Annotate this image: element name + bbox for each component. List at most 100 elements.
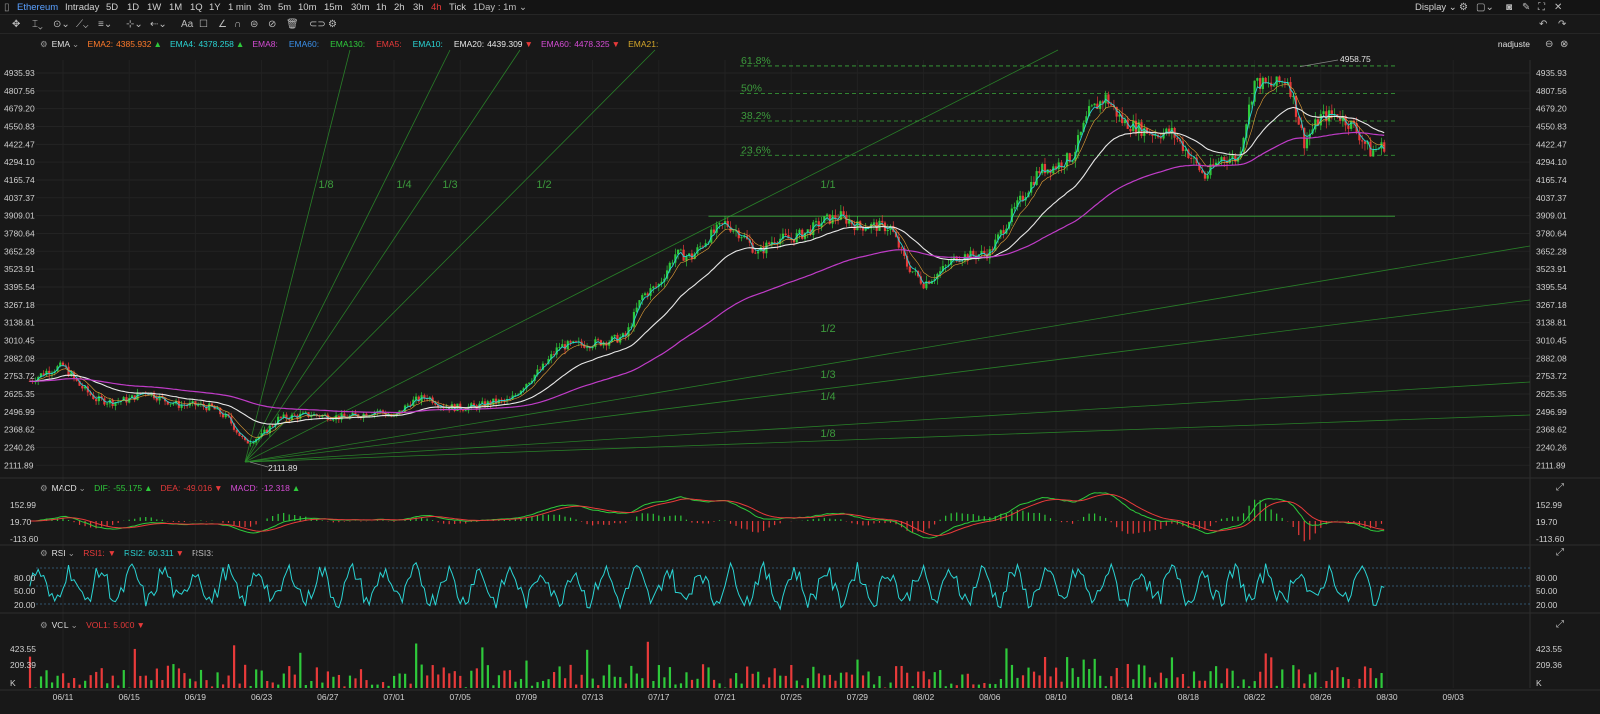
legend-indicator-name[interactable]: VOL (51, 620, 69, 630)
candle-body (563, 344, 567, 350)
toolbar-settings-icon[interactable]: ⚙ (328, 19, 337, 30)
period-16[interactable]: 4h (431, 2, 442, 13)
period-8[interactable]: 3m (258, 2, 272, 13)
volume-bar (420, 664, 423, 688)
chevron-down-icon[interactable]: ⌄ (78, 483, 86, 493)
period-9[interactable]: 5m (278, 2, 292, 13)
period-15[interactable]: 3h (413, 2, 424, 13)
candle-body (1305, 138, 1309, 149)
settings-gear-icon[interactable]: ⚙ (1459, 2, 1468, 13)
close-icon[interactable]: ✕ (1554, 2, 1563, 13)
candle-body (1140, 122, 1143, 136)
legend-indicator-name[interactable]: MACD (51, 483, 77, 493)
candle-body (1297, 116, 1300, 125)
rsi-axis-label-right: 80.00 (1536, 573, 1558, 583)
cursor-tool-icon[interactable]: ⌶⌄ (32, 19, 43, 30)
high-price-pointer (1299, 59, 1339, 67)
period-11[interactable]: 15m (324, 2, 343, 13)
date-axis-label: 06/11 (53, 692, 74, 702)
fib-tool-icon[interactable]: ≡⌄ (98, 19, 113, 30)
interval-select[interactable]: 1Day : 1m ⌄ (473, 0, 527, 15)
period-1[interactable]: 5D (106, 2, 119, 13)
candle-body (1035, 171, 1038, 185)
gann-label: 1/3 (820, 369, 835, 381)
pattern-tool-icon[interactable]: ⊙⌄ (53, 19, 70, 30)
candle-body (958, 261, 961, 263)
camera-icon[interactable]: ◙ (1506, 2, 1513, 13)
period-2[interactable]: 1D (127, 2, 140, 13)
candle-body (1085, 116, 1088, 123)
layout-icon[interactable]: ▢⌄ (1476, 2, 1494, 13)
candle-body (205, 406, 208, 411)
text-tool-icon[interactable]: Aa (181, 19, 194, 30)
undo-icon[interactable]: ↶ (1539, 19, 1548, 30)
ruler-icon[interactable]: ∠ (218, 19, 227, 30)
sidebar-toggle-icon[interactable]: ▯ (4, 2, 10, 13)
volume-bar (586, 649, 589, 688)
visibility-icon[interactable]: ⊘ (268, 19, 277, 30)
price-axis-label-left: 2882.08 (4, 353, 35, 363)
period-4[interactable]: 1M (169, 2, 183, 13)
price-axis-label-left: 4037.37 (4, 193, 35, 203)
volume-bar (45, 670, 48, 688)
expand-pane-icon[interactable]: ⤢ (1556, 482, 1564, 493)
chevron-down-icon[interactable]: ⌄ (67, 548, 75, 558)
close-pane-icon[interactable]: ⊗ (1560, 39, 1569, 50)
lock-icon[interactable]: ⊜ (250, 19, 259, 30)
period-14[interactable]: 2h (394, 2, 405, 13)
period-3[interactable]: 1W (147, 2, 162, 13)
period-6[interactable]: 1Y (209, 2, 221, 13)
period-12[interactable]: 30m (351, 2, 370, 13)
gear-icon[interactable]: ⚙ (40, 39, 48, 49)
candle-body (635, 307, 638, 312)
volume-bar (50, 682, 54, 688)
candle-body (682, 249, 685, 261)
gear-icon[interactable]: ⚙ (40, 483, 48, 493)
date-axis-label: 07/25 (781, 692, 803, 702)
link-icon[interactable]: ⊂⊃ (309, 19, 326, 30)
trash-icon[interactable]: 🗑 (286, 19, 299, 30)
display-button[interactable]: Display ⌄ (1415, 0, 1457, 15)
symbol-name[interactable]: Ethereum (17, 2, 59, 13)
period-13[interactable]: 1h (376, 2, 387, 13)
arrow-down-icon: ▼ (136, 620, 145, 630)
macd-axis-label-right: -113.60 (1536, 534, 1564, 544)
line-tool-icon[interactable]: ⟋⌄ (76, 19, 89, 30)
minimize-pane-icon[interactable]: ⊖ (1545, 39, 1554, 50)
legend-indicator-name[interactable]: EMA (51, 39, 71, 49)
period-5[interactable]: 1Q (190, 2, 203, 13)
volume-bar (227, 675, 230, 688)
candle-body (1167, 128, 1171, 134)
chevron-down-icon[interactable]: ⌄ (70, 620, 78, 630)
comment-icon[interactable]: ☐ (199, 19, 208, 30)
macd-axis-label-right: 152.99 (1536, 500, 1562, 510)
period-0[interactable]: Intraday (65, 2, 100, 13)
price-axis-label-left: 4294.10 (4, 157, 35, 167)
edit-pencil-icon[interactable]: ✎ (1522, 2, 1531, 13)
expand-pane-icon[interactable]: ⤢ (1556, 619, 1564, 630)
arrow-tool-icon[interactable]: ⇠⌄ (150, 19, 167, 30)
legend-indicator-name[interactable]: RSI (51, 548, 66, 558)
volume-bar (1231, 670, 1234, 688)
magnet-icon[interactable]: ∩ (234, 19, 242, 30)
period-17[interactable]: Tick (449, 2, 467, 13)
period-7[interactable]: 1 min (228, 2, 252, 13)
crosshair-move-icon[interactable]: ✥ (12, 19, 21, 30)
volume-bar (1016, 677, 1019, 688)
candle-body (329, 419, 332, 421)
expand-pane-icon[interactable]: ⤢ (1556, 547, 1564, 558)
measure-tool-icon[interactable]: ⊹⌄ (126, 19, 143, 30)
fullscreen-icon[interactable]: ⛶ (1538, 2, 1545, 13)
period-10[interactable]: 10m (298, 2, 317, 13)
candle-body (660, 281, 663, 285)
chevron-down-icon[interactable]: ⌄ (72, 39, 80, 49)
legend-item-value: 4439.309 (487, 39, 523, 49)
gear-icon[interactable]: ⚙ (40, 548, 48, 558)
volume-bar (343, 686, 346, 688)
date-axis-label: 07/13 (582, 692, 604, 702)
redo-icon[interactable]: ↷ (1558, 19, 1567, 30)
gear-icon[interactable]: ⚙ (40, 620, 48, 630)
rsi-pane (29, 560, 1530, 611)
volume-bar (238, 683, 241, 688)
